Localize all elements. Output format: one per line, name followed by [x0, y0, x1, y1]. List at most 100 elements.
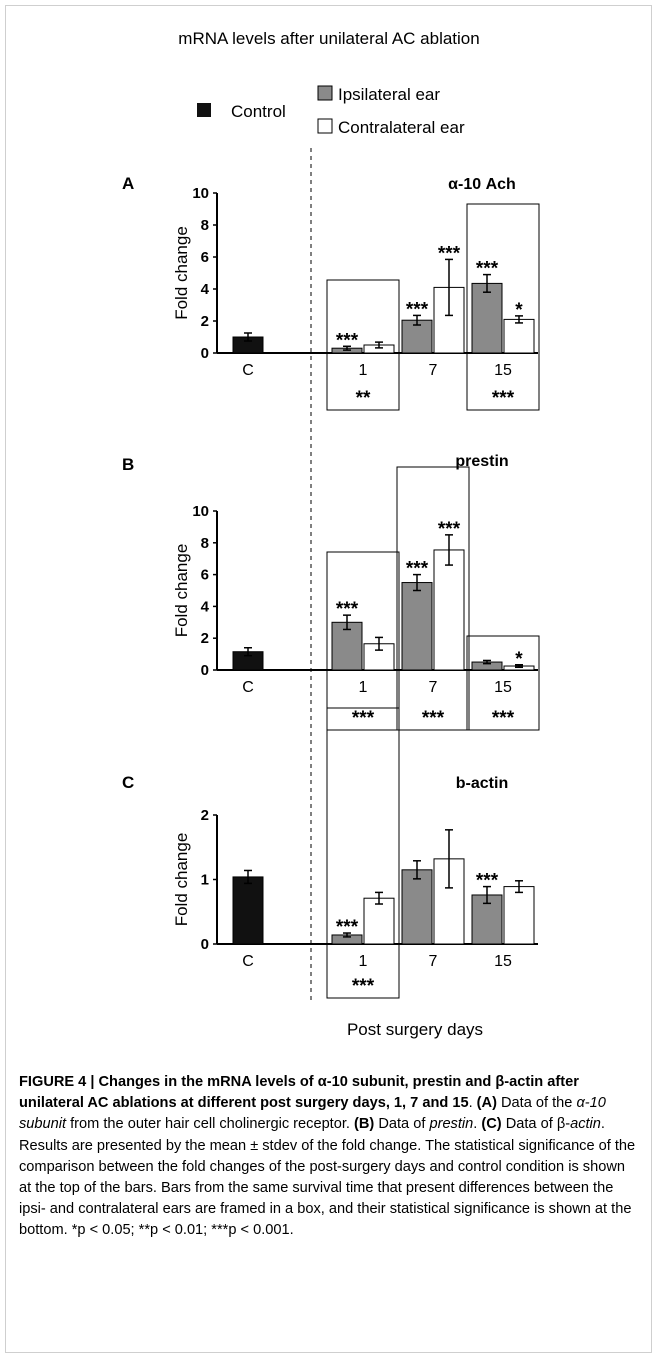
- significance-stars-top: ***: [336, 330, 359, 351]
- x-tick-label: C: [242, 362, 254, 379]
- bar-contralateral-ear: [503, 886, 535, 945]
- bar-control: [232, 876, 264, 945]
- bar-contralateral-ear: [503, 318, 535, 354]
- x-tick-label: 15: [494, 953, 512, 970]
- caption-b-text-1: Data of: [374, 1116, 430, 1133]
- significance-stars-bottom: **: [356, 388, 371, 409]
- y-tick-label: 2: [201, 807, 209, 824]
- legend-ipsilateral-label: Ipsilateral ear: [338, 85, 440, 104]
- significance-stars-top: ***: [476, 871, 499, 892]
- y-tick-label: 10: [192, 185, 209, 202]
- y-tick-label: 6: [201, 567, 209, 584]
- caption-a-text-2: from the outer hair cell cholinergic rec…: [66, 1116, 355, 1133]
- significance-stars-bottom: ***: [492, 708, 515, 729]
- legend-control-swatch: [197, 103, 211, 117]
- caption-significance: *p < 0.05; **p < 0.01; ***p < 0.001.: [67, 1222, 294, 1239]
- significance-stars-top: ***: [438, 243, 461, 264]
- y-tick-label: 2: [201, 630, 209, 647]
- caption-c-text-1: Data of β-: [501, 1116, 571, 1133]
- x-tick-label: 15: [494, 679, 512, 696]
- significance-stars-top: ***: [406, 559, 429, 580]
- panel-letter: A: [122, 174, 134, 193]
- x-tick-label: C: [242, 953, 254, 970]
- significance-stars-bottom: ***: [352, 708, 375, 729]
- y-axis-label: Fold change: [172, 544, 191, 638]
- significance-stars-bottom: ***: [352, 976, 375, 997]
- x-tick-label: 1: [359, 953, 368, 970]
- significance-stars-bottom: ***: [422, 708, 445, 729]
- bar-ipsilateral-ear: [401, 869, 433, 945]
- caption-headline-2: -10 subunit, prestin and: [326, 1074, 496, 1090]
- difference-box-day-15: [466, 203, 540, 411]
- figure-title: mRNA levels after unilateral AC ablation: [178, 29, 479, 48]
- caption-label: FIGURE 4 |: [19, 1074, 99, 1090]
- y-tick-label: 0: [201, 662, 209, 679]
- figure-svg: mRNA levels after unilateral AC ablation…: [122, 29, 540, 1039]
- x-tick-label: 1: [359, 362, 368, 379]
- difference-box-day-1: [326, 551, 400, 731]
- difference-box-day-1: [326, 707, 400, 999]
- y-tick-label: 0: [201, 345, 209, 362]
- caption-alpha: α: [317, 1074, 327, 1090]
- caption-headline-1: Changes in the mRNA levels of: [98, 1074, 318, 1090]
- difference-box-day-1: [326, 279, 400, 411]
- legend-ipsilateral-swatch: [317, 85, 333, 101]
- panel-title: prestin: [455, 453, 508, 470]
- y-tick-label: 8: [201, 535, 209, 552]
- x-tick-label: 15: [494, 362, 512, 379]
- caption-a-label: (A): [476, 1095, 497, 1112]
- y-tick-label: 2: [201, 313, 209, 330]
- x-tick-label: 1: [359, 679, 368, 696]
- x-tick-label: C: [242, 679, 254, 696]
- panel-title: α-10 Ach: [448, 176, 516, 193]
- significance-stars-top: ***: [406, 299, 429, 320]
- significance-stars-top: *: [515, 649, 523, 670]
- figure-frame: [5, 5, 652, 1353]
- caption-b-label: (B): [354, 1116, 375, 1133]
- y-tick-label: 4: [201, 281, 210, 298]
- y-tick-label: 8: [201, 217, 209, 234]
- y-tick-label: 1: [201, 872, 209, 889]
- panel-letter: B: [122, 455, 134, 474]
- caption-body: . Results are presented by the mean ± st…: [19, 1116, 636, 1239]
- legend-contralateral-label: Contralateral ear: [338, 118, 465, 137]
- caption-c-italic: actin: [570, 1116, 601, 1133]
- caption-headline-3: -actin after unilateral AC ablations at …: [19, 1074, 579, 1112]
- legend-contralateral-swatch: [317, 118, 333, 134]
- significance-stars-top: ***: [336, 599, 359, 620]
- difference-box-day-15: [466, 635, 540, 731]
- significance-stars-bottom: ***: [492, 388, 515, 409]
- significance-stars-top: ***: [336, 917, 359, 938]
- difference-box-day-7: [396, 466, 470, 731]
- figure-caption: FIGURE 4 | Changes in the mRNA levels of…: [19, 1074, 636, 1239]
- y-axis-label: Fold change: [172, 226, 191, 320]
- significance-stars-top: *: [515, 300, 523, 321]
- caption-c-label: (C): [481, 1116, 502, 1133]
- bar-contralateral-ear: [433, 549, 465, 671]
- caption-a-text-1: Data of the: [496, 1095, 577, 1112]
- x-axis-label: Post surgery days: [347, 1020, 483, 1039]
- caption-beta: β: [495, 1074, 505, 1090]
- x-tick-label: 7: [429, 362, 438, 379]
- caption-a-italic: α-10 subunit: [19, 1095, 606, 1133]
- bar-ipsilateral-ear: [401, 582, 433, 671]
- significance-stars-top: ***: [438, 519, 461, 540]
- bar-ipsilateral-ear: [331, 621, 363, 671]
- significance-stars-top: ***: [476, 259, 499, 280]
- caption-b-italic: prestin: [429, 1116, 474, 1133]
- bar-contralateral-ear: [363, 897, 395, 945]
- panel-title: b-actin: [456, 775, 508, 792]
- x-tick-label: 7: [429, 679, 438, 696]
- y-tick-label: 10: [192, 503, 209, 520]
- y-tick-label: 0: [201, 936, 209, 953]
- y-axis-label: Fold change: [172, 833, 191, 927]
- y-tick-label: 4: [201, 598, 210, 615]
- legend-control-label: Control: [231, 102, 286, 121]
- x-tick-label: 7: [429, 953, 438, 970]
- bar-ipsilateral-ear: [471, 282, 503, 354]
- y-tick-label: 6: [201, 249, 209, 266]
